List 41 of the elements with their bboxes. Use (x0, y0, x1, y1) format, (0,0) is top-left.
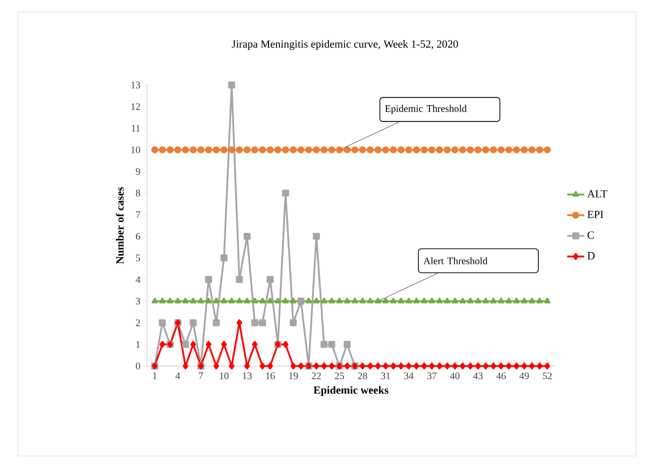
y-tick-label: 6 (136, 232, 140, 240)
x-tick-label: 43 (473, 372, 483, 380)
x-tick-label: 13 (242, 372, 252, 380)
x-tick-label: 28 (358, 372, 368, 380)
y-tick-label: 10 (131, 146, 140, 154)
y-tick-label: 9 (136, 168, 140, 175)
x-tick-label: 52 (542, 372, 552, 380)
x-tick-label: 37 (427, 372, 437, 380)
y-tick-label: 12 (131, 103, 140, 110)
x-tick-label: 4 (175, 372, 180, 380)
legend-label: EPI (587, 210, 604, 218)
y-tick-label: 11 (132, 124, 140, 132)
annotation: Alert Threshold (423, 257, 488, 264)
y-tick-label: 3 (136, 298, 140, 304)
x-tick-label: 19 (289, 372, 298, 380)
y-tick-label: 5 (136, 254, 140, 262)
y-axis-title: Number of cases (116, 187, 124, 264)
legend-label: ALT (587, 190, 608, 198)
chart-title: Jirapa Meningitis epidemic curve, Week 1-52, 2020 (232, 40, 458, 50)
x-tick-label: 34 (404, 372, 414, 380)
x-tick-label: 7 (199, 372, 204, 380)
x-tick-label: 31 (381, 372, 390, 380)
x-tick-label: 46 (496, 372, 506, 380)
y-tick-label: 13 (131, 82, 140, 88)
x-tick-label: 40 (450, 372, 460, 380)
x-tick-label: 49 (519, 372, 529, 380)
annotation: Epidemic Threshold (385, 104, 467, 114)
y-tick-label: 1 (136, 341, 140, 348)
x-axis-title: Epidemic weeks (314, 386, 388, 396)
x-tick-label: 10 (220, 372, 229, 380)
y-tick-label: 2 (136, 319, 140, 326)
y-tick-label: 0 (136, 362, 140, 370)
legend-label: D (587, 252, 595, 260)
y-tick-label: 4 (136, 276, 140, 283)
x-tick-label: 22 (312, 372, 321, 380)
x-tick-label: 16 (266, 372, 275, 380)
x-tick-label: 25 (334, 372, 344, 380)
y-tick-label: 7 (136, 211, 140, 218)
legend-label: C (588, 231, 594, 239)
x-tick-label: 1 (153, 372, 157, 380)
y-tick-label: 8 (136, 190, 140, 196)
